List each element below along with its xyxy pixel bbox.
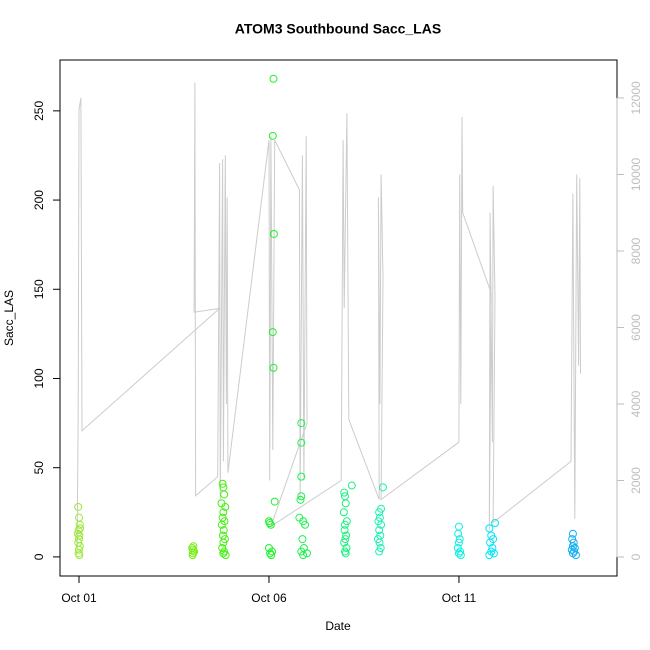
data-point (455, 535, 464, 544)
plot-frame (59, 59, 618, 577)
data-point (270, 497, 279, 506)
data-point (489, 549, 498, 558)
data-point (221, 551, 230, 560)
data-point (340, 520, 349, 529)
data-point (219, 538, 228, 547)
y2-tick-label: 10000 (629, 157, 643, 191)
data-point (340, 488, 349, 497)
data-point (269, 229, 278, 238)
data-point (219, 549, 228, 558)
data-point (297, 472, 306, 481)
data-point (297, 492, 306, 501)
x-axis-label: Date (325, 619, 351, 633)
data-point (488, 543, 497, 552)
data-point (74, 502, 83, 511)
data-point (377, 520, 386, 529)
data-point (220, 490, 229, 499)
y2-tick-label: 0 (629, 553, 643, 560)
data-point (454, 529, 463, 538)
data-point (221, 502, 230, 511)
data-point (76, 524, 85, 533)
y-tick-label: 0 (32, 553, 46, 560)
data-point (74, 545, 83, 554)
y-tick-label: 100 (32, 368, 46, 388)
data-point (267, 551, 276, 560)
data-point (75, 551, 84, 560)
data-point (485, 524, 494, 533)
data-point (454, 549, 463, 558)
data-point (189, 542, 198, 551)
data-point (342, 531, 351, 540)
data-point (454, 538, 463, 547)
y2-tick-label: 6000 (629, 314, 643, 341)
data-point (265, 519, 274, 528)
data-point (268, 328, 277, 337)
data-line (76, 82, 581, 550)
data-point (268, 131, 277, 140)
x-tick-label: Oct 01 (61, 591, 97, 605)
data-point (486, 538, 495, 547)
data-point (219, 508, 228, 517)
data-point (74, 513, 83, 522)
data-point (378, 483, 387, 492)
data-point (73, 529, 82, 538)
data-point (190, 547, 199, 556)
data-point (188, 551, 197, 560)
data-point (375, 538, 384, 547)
y2-tick-label: 12000 (629, 81, 643, 115)
data-point (339, 508, 348, 517)
data-point (218, 479, 227, 488)
data-point (341, 535, 350, 544)
x-tick-label: Oct 06 (251, 591, 287, 605)
data-point (342, 543, 351, 552)
data-point (269, 74, 278, 83)
data-point (302, 549, 311, 558)
data-point (219, 526, 228, 535)
data-point (568, 529, 577, 538)
data-point (347, 481, 356, 490)
data-point (375, 526, 384, 535)
data-point (266, 549, 275, 558)
data-point (297, 438, 306, 447)
data-point (375, 547, 384, 556)
chart-title: ATOM3 Southbound Sacc_LAS (235, 21, 441, 37)
data-point (375, 508, 384, 517)
data-point (491, 519, 500, 528)
y-tick-label: 150 (32, 279, 46, 299)
data-point (571, 551, 580, 560)
data-point (374, 535, 383, 544)
data-point (217, 520, 226, 529)
y2-tick-label: 8000 (629, 237, 643, 264)
data-point (376, 543, 385, 552)
data-point (266, 520, 275, 529)
data-point (268, 547, 277, 556)
y-tick-label: 250 (32, 101, 46, 121)
data-point (75, 520, 84, 529)
data-point (299, 551, 308, 560)
data-point (567, 545, 576, 554)
data-point (456, 547, 465, 556)
y2-tick-label: 4000 (629, 390, 643, 417)
data-point (296, 495, 305, 504)
data-point (269, 363, 278, 372)
data-point (220, 535, 229, 544)
data-point (74, 526, 83, 535)
y2-tick-label: 2000 (629, 467, 643, 494)
data-point (456, 551, 465, 560)
data-point (569, 538, 578, 547)
y-axis-label: Sacc_LAS (2, 290, 16, 346)
data-point (297, 419, 306, 428)
data-point (301, 520, 310, 529)
data-point (298, 535, 307, 544)
data-point (485, 551, 494, 560)
y-tick-label: 50 (32, 461, 46, 475)
data-point (341, 499, 350, 508)
y-tick-label: 200 (32, 190, 46, 210)
x-tick-label: Oct 11 (442, 591, 477, 605)
data-point (340, 526, 349, 535)
data-point (340, 538, 349, 547)
data-point (454, 522, 463, 531)
data-point (341, 549, 350, 558)
